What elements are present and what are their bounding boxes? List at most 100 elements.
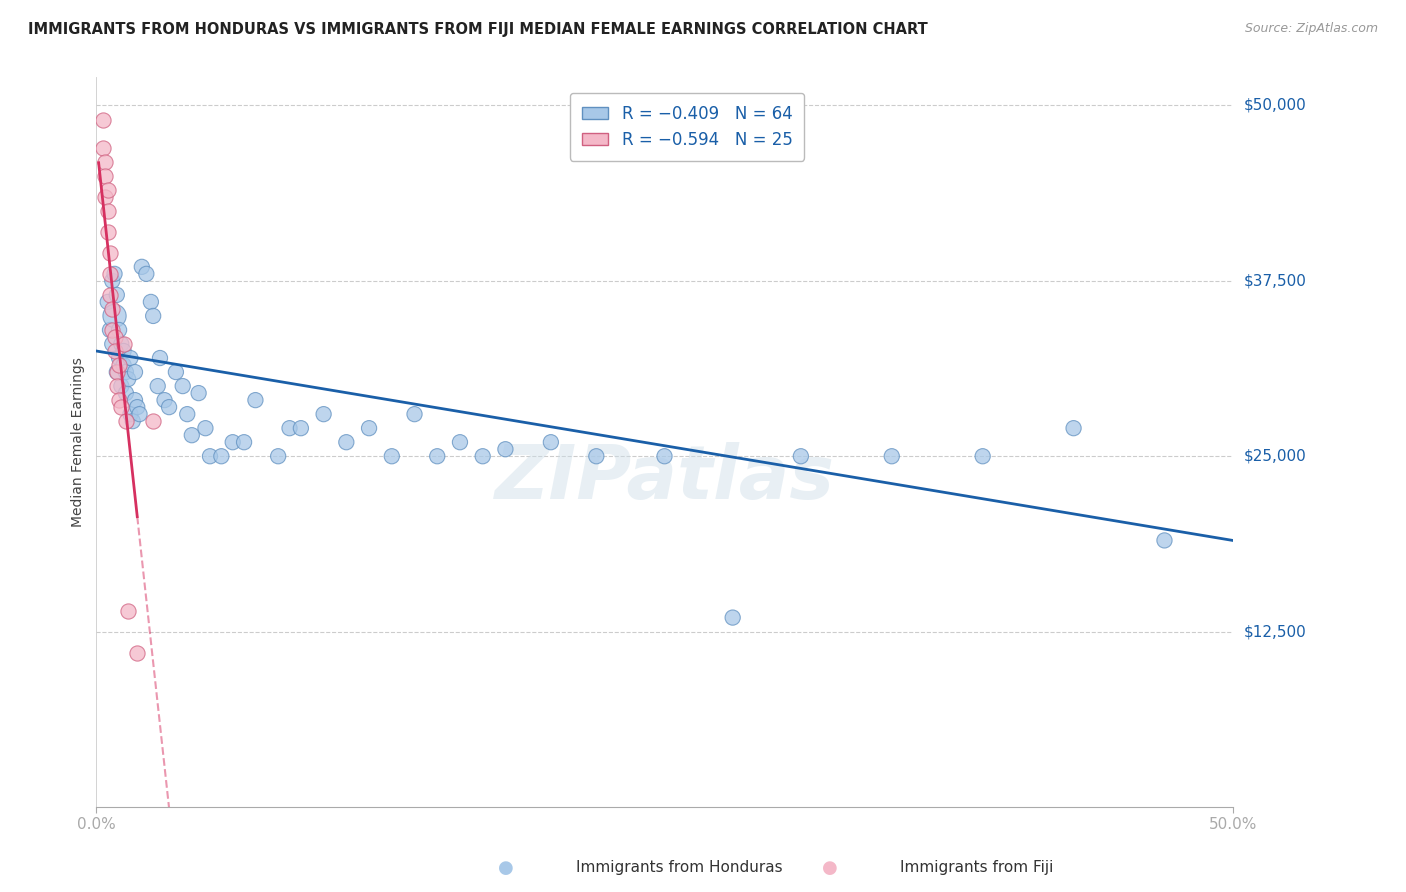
Point	[153, 393, 176, 408]
Point	[131, 260, 153, 274]
Point	[120, 407, 142, 421]
Point	[101, 274, 124, 288]
Point	[115, 365, 138, 379]
Point	[108, 323, 131, 337]
Text: ●: ●	[821, 859, 838, 877]
Point	[124, 365, 146, 379]
Point	[540, 435, 562, 450]
Point	[110, 400, 132, 414]
Text: $37,500: $37,500	[1244, 273, 1306, 288]
Point	[105, 365, 128, 379]
Point	[103, 267, 125, 281]
Point	[98, 245, 121, 260]
Point	[117, 603, 139, 617]
Point	[124, 393, 146, 408]
Point	[426, 449, 449, 463]
Point	[115, 414, 138, 428]
Point	[110, 379, 132, 393]
Point	[98, 267, 121, 281]
Point	[404, 407, 426, 421]
Point	[149, 351, 172, 365]
Point	[880, 449, 903, 463]
Point	[180, 428, 202, 442]
Legend: R = −0.409   N = 64, R = −0.594   N = 25: R = −0.409 N = 64, R = −0.594 N = 25	[569, 93, 804, 161]
Point	[103, 344, 125, 359]
Point	[198, 449, 221, 463]
Point	[233, 435, 256, 450]
Point	[121, 414, 143, 428]
Point	[245, 393, 267, 408]
Point	[157, 400, 180, 414]
Point	[127, 400, 149, 414]
Point	[278, 421, 301, 435]
Text: ●: ●	[498, 859, 515, 877]
Point	[117, 372, 139, 386]
Point	[101, 323, 124, 337]
Point	[1063, 421, 1085, 435]
Point	[103, 309, 125, 323]
Point	[108, 351, 131, 365]
Point	[176, 407, 198, 421]
Point	[108, 393, 131, 408]
Point	[335, 435, 357, 450]
Text: Immigrants from Fiji: Immigrants from Fiji	[900, 861, 1053, 875]
Point	[105, 365, 128, 379]
Point	[172, 379, 194, 393]
Point	[267, 449, 290, 463]
Text: $25,000: $25,000	[1244, 449, 1306, 464]
Point	[165, 365, 187, 379]
Point	[194, 421, 217, 435]
Point	[790, 449, 813, 463]
Text: Source: ZipAtlas.com: Source: ZipAtlas.com	[1244, 22, 1378, 36]
Text: ZIPatlas: ZIPatlas	[495, 442, 835, 516]
Point	[381, 449, 404, 463]
Point	[146, 379, 169, 393]
Point	[312, 407, 335, 421]
Point	[97, 294, 120, 309]
Text: Immigrants from Honduras: Immigrants from Honduras	[576, 861, 783, 875]
Point	[97, 183, 120, 197]
Text: IMMIGRANTS FROM HONDURAS VS IMMIGRANTS FROM FIJI MEDIAN FEMALE EARNINGS CORRELAT: IMMIGRANTS FROM HONDURAS VS IMMIGRANTS F…	[28, 22, 928, 37]
Point	[97, 203, 120, 218]
Point	[120, 351, 142, 365]
Point	[449, 435, 471, 450]
Point	[471, 449, 494, 463]
Point	[972, 449, 994, 463]
Point	[209, 449, 232, 463]
Point	[91, 140, 114, 154]
Point	[94, 169, 117, 183]
Point	[115, 386, 138, 401]
Point	[721, 610, 744, 624]
Point	[110, 337, 132, 351]
Point	[101, 301, 124, 316]
Point	[94, 190, 117, 204]
Point	[103, 330, 125, 344]
Point	[187, 386, 209, 401]
Point	[91, 112, 114, 127]
Point	[94, 154, 117, 169]
Point	[112, 337, 135, 351]
Text: $12,500: $12,500	[1244, 624, 1306, 639]
Point	[290, 421, 312, 435]
Point	[135, 267, 157, 281]
Point	[494, 442, 516, 457]
Point	[222, 435, 245, 450]
Point	[97, 225, 120, 239]
Point	[105, 379, 128, 393]
Point	[128, 407, 150, 421]
Point	[105, 288, 128, 302]
Y-axis label: Median Female Earnings: Median Female Earnings	[72, 358, 86, 527]
Point	[142, 414, 165, 428]
Point	[98, 323, 121, 337]
Point	[585, 449, 607, 463]
Point	[127, 646, 149, 660]
Point	[654, 449, 676, 463]
Point	[1153, 533, 1175, 548]
Point	[112, 358, 135, 372]
Point	[108, 358, 131, 372]
Point	[112, 344, 135, 359]
Point	[142, 309, 165, 323]
Point	[98, 288, 121, 302]
Point	[101, 337, 124, 351]
Point	[139, 294, 162, 309]
